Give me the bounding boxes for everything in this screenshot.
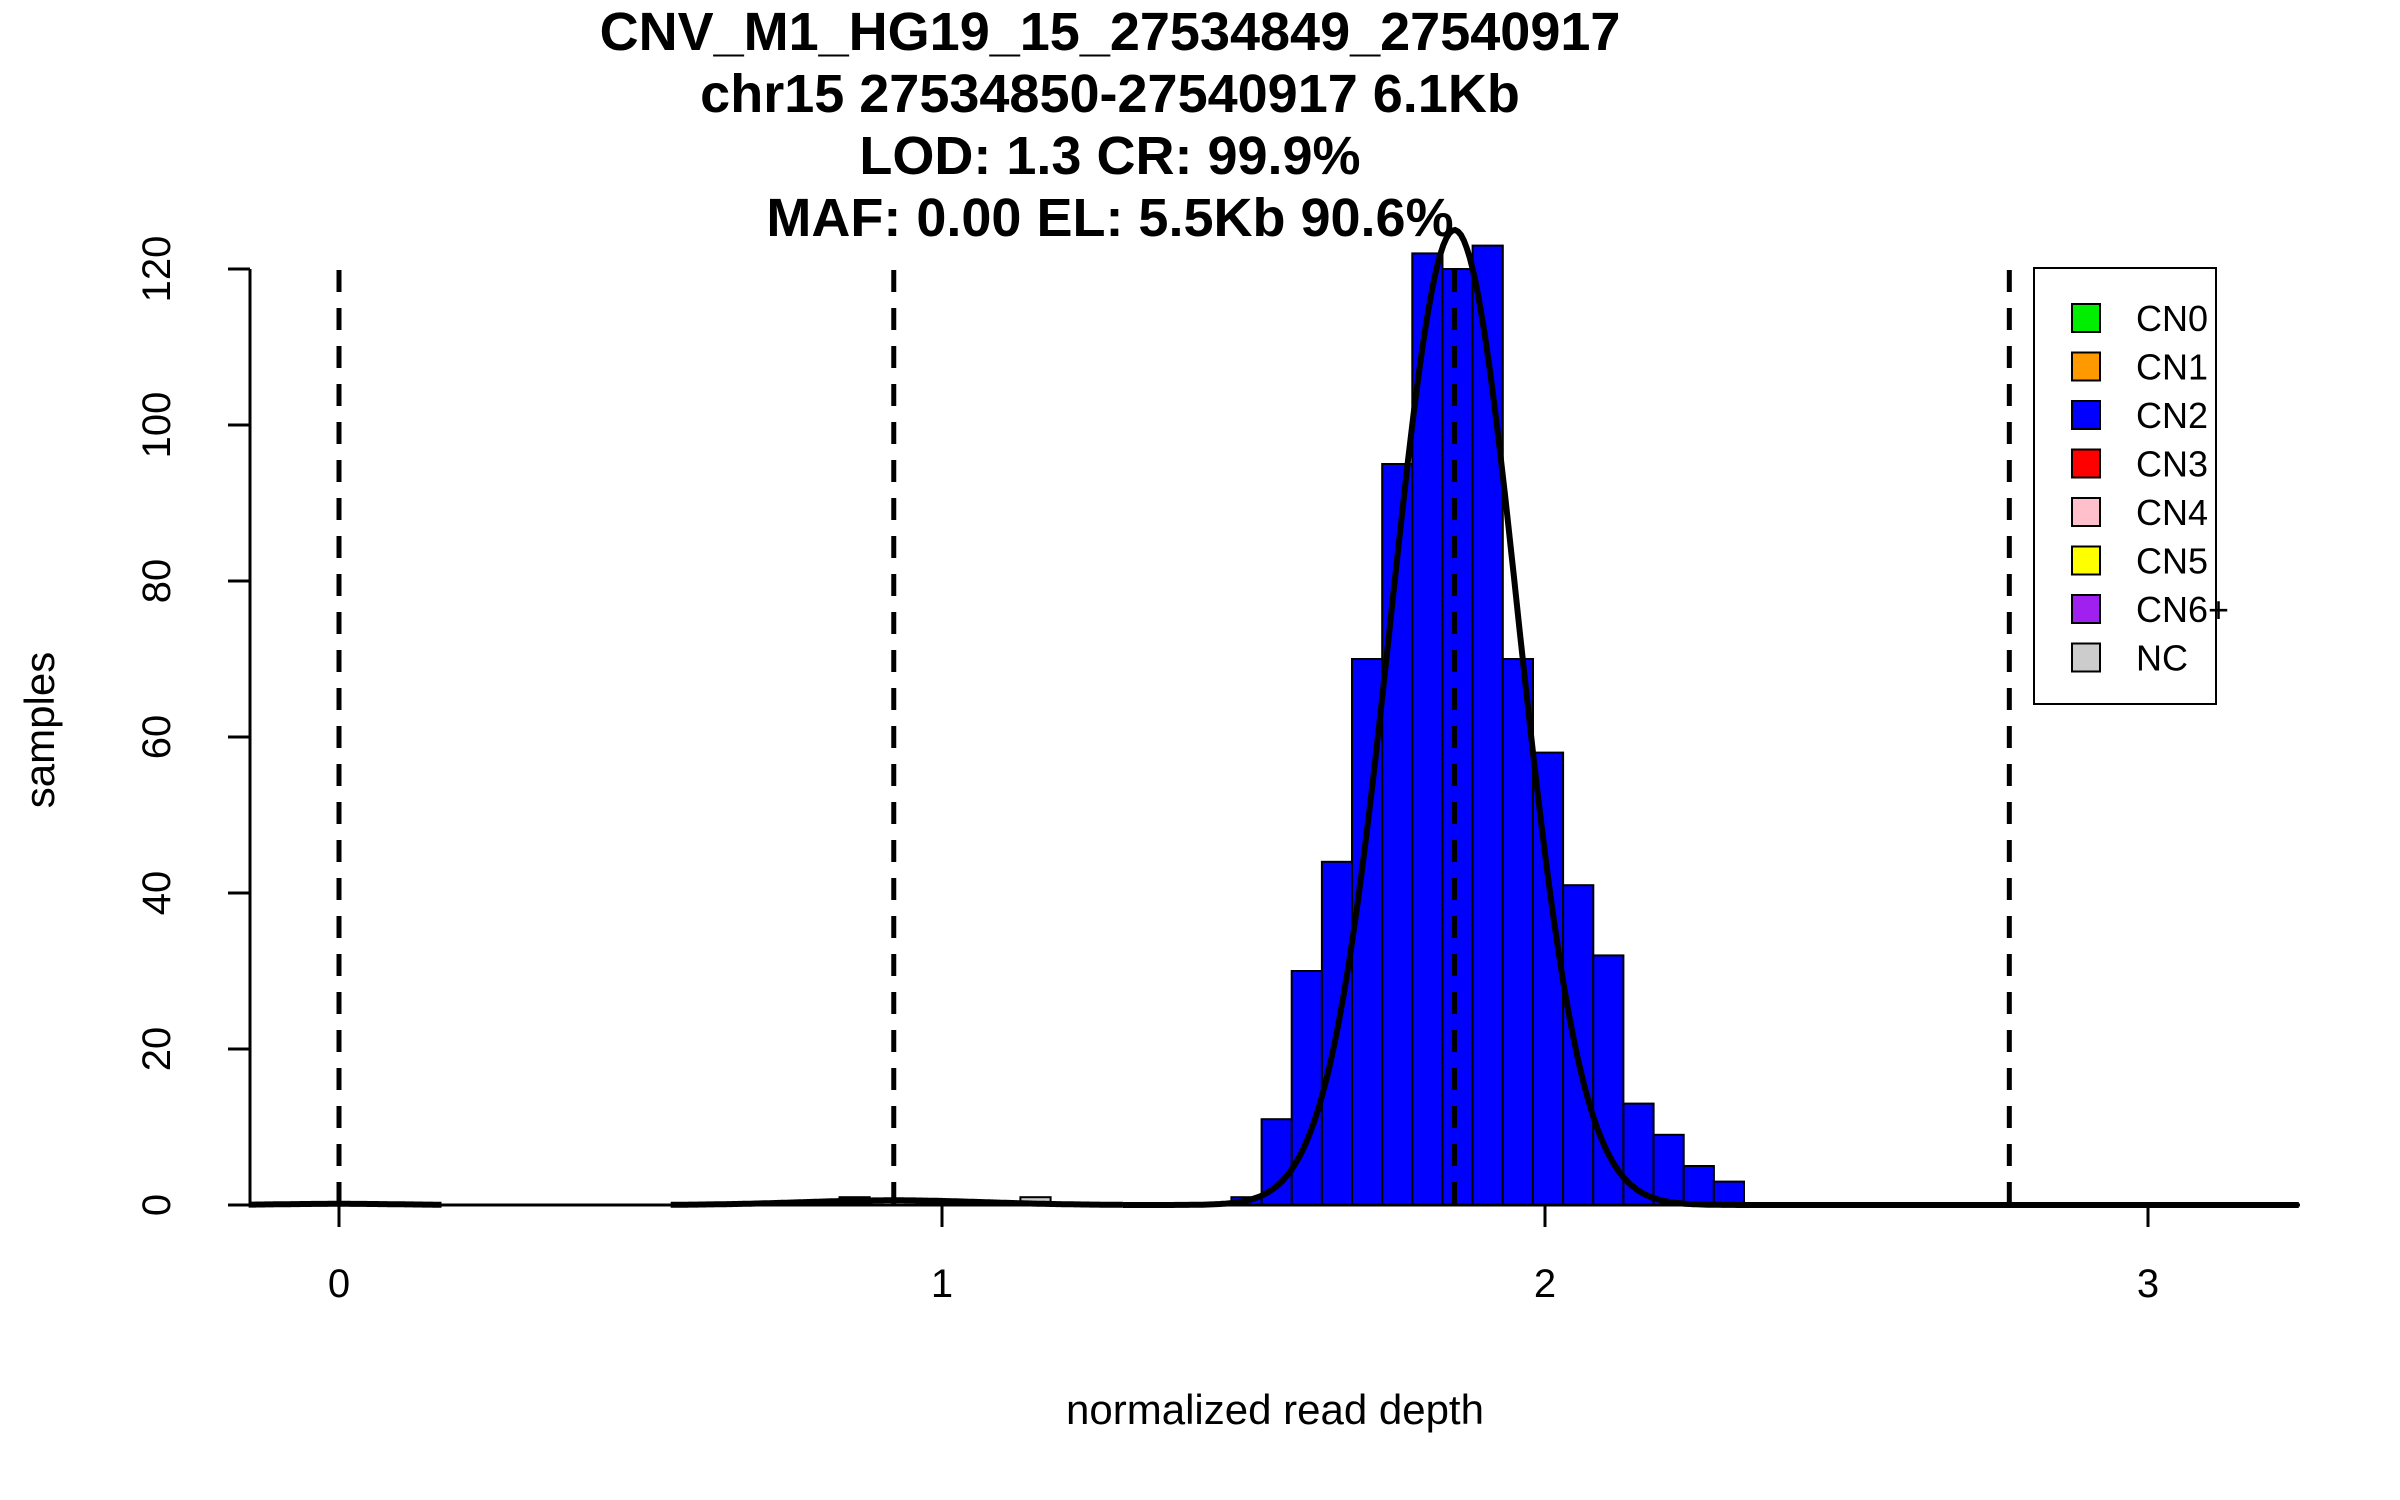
- y-tick-label-120: 120: [135, 236, 179, 303]
- histogram-bar-15: [1592, 954, 1625, 1207]
- legend-swatch-cn3: [2071, 448, 2101, 479]
- legend-swatch-cn6plus: [2071, 594, 2101, 624]
- title-line-3: LOD: 1.3 CR: 99.9%: [859, 126, 1360, 186]
- y-tick-label-20: 20: [135, 1027, 179, 1072]
- y-axis: 0 20 40 60 80 100 120: [135, 236, 252, 1216]
- y-tick-label-100: 100: [135, 392, 179, 459]
- legend-swatch-cn5: [2071, 545, 2101, 576]
- histogram-bar-9: [1411, 252, 1444, 1206]
- legend-box: [2033, 267, 2217, 705]
- y-tick-label-40: 40: [135, 871, 179, 916]
- legend-label-nc: NC: [2136, 638, 2188, 679]
- y-axis-label: samples: [16, 652, 63, 808]
- fit-curves: [248, 226, 2299, 1208]
- y-tick-label-0: 0: [135, 1194, 179, 1216]
- legend-label-cn1: CN1: [2136, 347, 2208, 388]
- histogram-bar-5: [1290, 970, 1323, 1206]
- legend-label-cn5: CN5: [2136, 541, 2208, 582]
- legend-swatch-cn0: [2071, 303, 2101, 333]
- legend-label-cn2: CN2: [2136, 395, 2208, 436]
- histogram-bar-11: [1471, 244, 1504, 1207]
- legend-label-cn6plus: CN6+: [2136, 589, 2229, 630]
- histogram-bar-12: [1501, 658, 1535, 1206]
- legend-swatch-cn1: [2071, 351, 2101, 382]
- legend: CN0 CN1 CN2 CN3 CN4 CN5 CN6+ NC: [2033, 267, 2229, 705]
- legend-swatch-cn2: [2071, 400, 2101, 430]
- histogram-bar-19: [1712, 1180, 1746, 1206]
- legend-label-cn3: CN3: [2136, 444, 2208, 485]
- legend-label-cn4: CN4: [2136, 492, 2208, 533]
- histogram-bar-14: [1562, 884, 1595, 1206]
- x-axis: 0 1 2 3: [250, 1203, 2300, 1306]
- legend-swatch-nc: [2071, 642, 2101, 673]
- histogram-bar-18: [1682, 1165, 1715, 1206]
- histogram-bar-17: [1652, 1133, 1685, 1207]
- x-tick-label-0: 0: [328, 1262, 350, 1306]
- title-line-2: chr15 27534850-27540917 6.1Kb: [700, 64, 1520, 124]
- histogram-bars: [838, 244, 1746, 1207]
- x-tick-label-1: 1: [931, 1262, 953, 1306]
- x-axis-label: normalized read depth: [1066, 1386, 1484, 1433]
- y-tick-label-60: 60: [135, 715, 179, 760]
- y-tick-label-80: 80: [135, 559, 179, 604]
- x-tick-label-3: 3: [2137, 1262, 2159, 1306]
- histogram-bar-13: [1531, 751, 1565, 1206]
- title-line-4: MAF: 0.00 EL: 5.5Kb 90.6%: [766, 188, 1453, 248]
- title-line-1: CNV_M1_HG19_15_27534849_27540917: [600, 2, 1621, 62]
- x-tick-label-2: 2: [1534, 1262, 1556, 1306]
- threshold-lines: [336, 270, 2012, 1205]
- histogram-bar-10: [1441, 268, 1474, 1206]
- legend-swatch-cn4: [2071, 497, 2101, 527]
- legend-label-cn0: CN0: [2136, 298, 2208, 339]
